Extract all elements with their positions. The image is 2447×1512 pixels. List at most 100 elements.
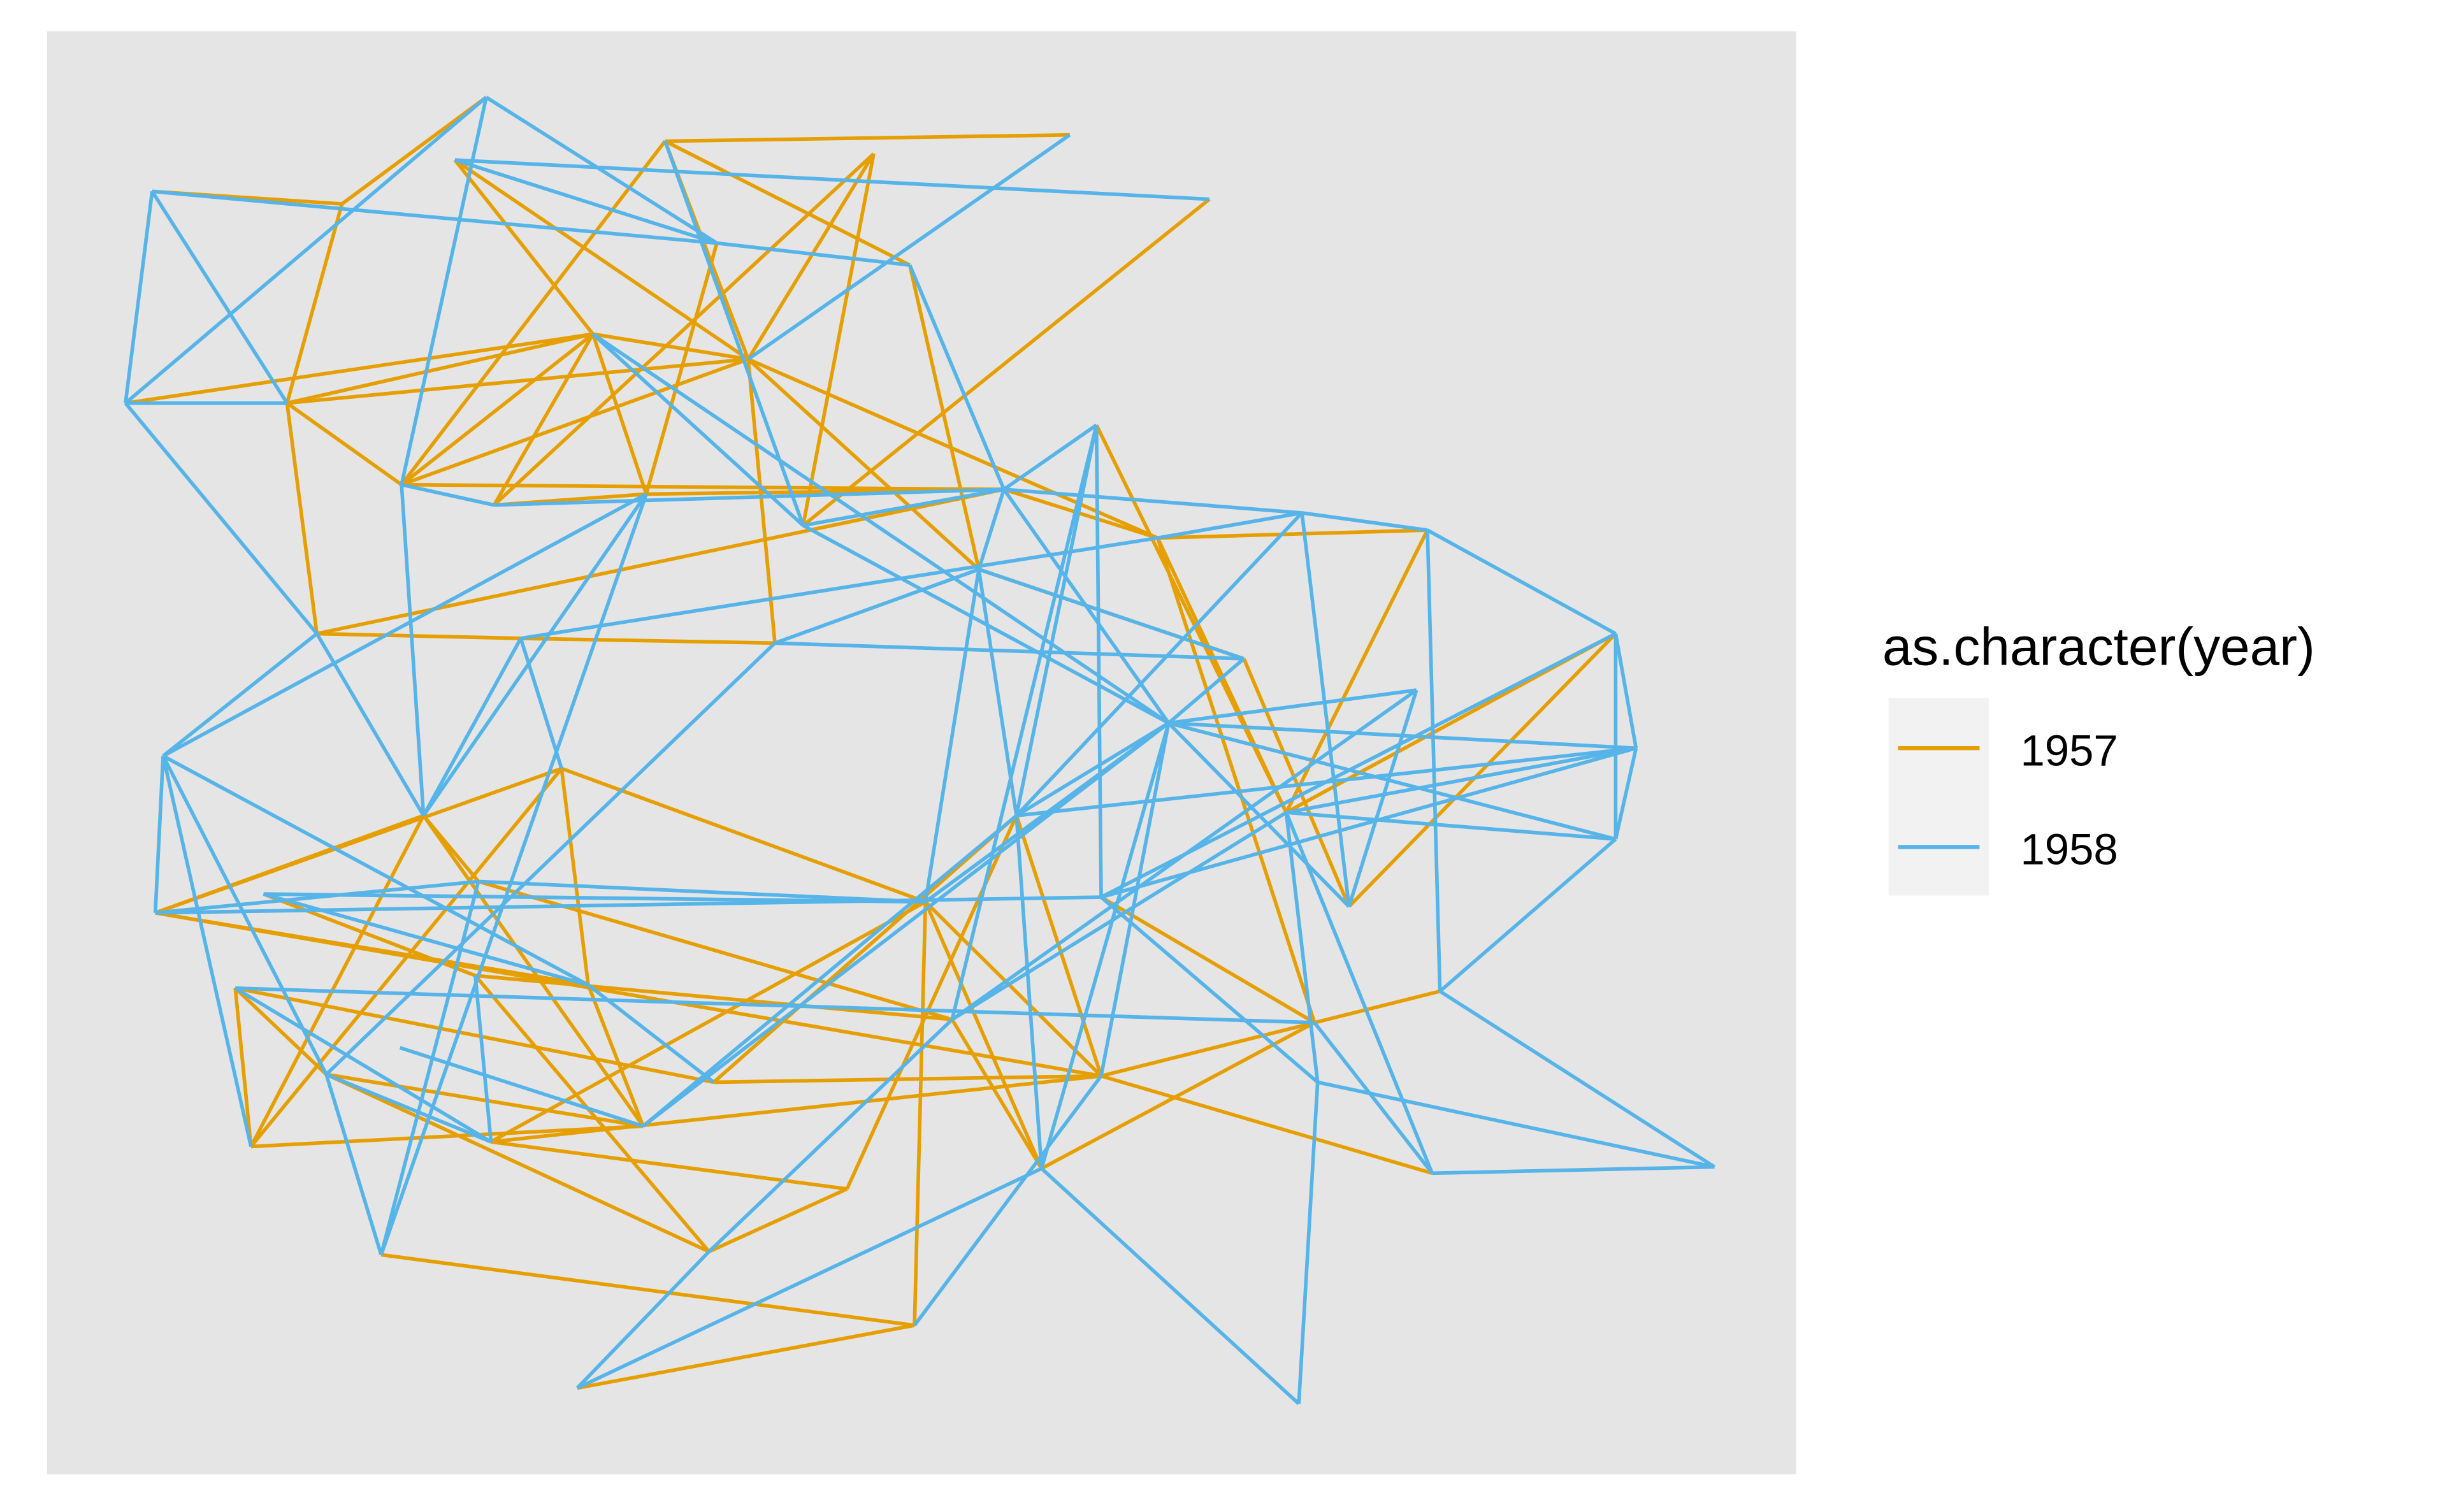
legend: as.character(year) 1957 1958: [1882, 617, 2315, 896]
edge-1957: [380, 1253, 915, 1327]
edge-1958: [591, 333, 805, 527]
edge-1958: [152, 189, 718, 245]
edge-1958: [263, 892, 589, 987]
plot-panel: [47, 31, 1796, 1474]
edge-1957: [1041, 1021, 1316, 1170]
edge-1958: [1014, 424, 1099, 816]
edge-1958: [1039, 723, 1171, 1169]
edge-1958: [1426, 529, 1442, 991]
edge-1957: [1242, 658, 1351, 907]
edge-1958: [1286, 810, 1616, 841]
edge-1957: [473, 974, 711, 1253]
edge-1957: [746, 152, 876, 361]
edge-1958: [454, 158, 1209, 201]
edge-1957: [401, 357, 749, 487]
edge-1957: [453, 159, 595, 336]
edge-1958: [1297, 1082, 1320, 1404]
edge-1958: [1094, 425, 1103, 898]
edge-1958: [1040, 1167, 1301, 1406]
edge-1957: [712, 814, 1018, 1084]
legend-label-1957: 1957: [2020, 726, 2118, 775]
edge-1957: [401, 482, 1004, 491]
edge-1958: [1168, 688, 1417, 725]
edge-1958: [802, 487, 1004, 528]
edge-1958: [950, 424, 1099, 1020]
edge-1958: [124, 191, 154, 404]
edge-1958: [1347, 689, 1418, 907]
edge-1957: [1347, 632, 1617, 908]
edge-1958: [1002, 423, 1098, 491]
edge-1958: [473, 975, 493, 1142]
edge-1957: [287, 357, 749, 405]
edge-1958: [155, 879, 479, 915]
edge-1957: [521, 637, 776, 645]
edge-1957: [591, 333, 648, 495]
edge-1957: [747, 357, 1159, 540]
edge-1958: [642, 814, 1018, 1128]
edge-1958: [485, 96, 718, 245]
edge-1958: [1168, 721, 1617, 841]
edge-1957: [1095, 424, 1288, 814]
edge-1958: [977, 569, 1018, 816]
edge-1958: [802, 524, 1170, 725]
edge-1957: [491, 1074, 1102, 1144]
edge-1958: [422, 493, 648, 817]
edge-1958: [235, 986, 1315, 1025]
edge-1957: [1101, 1021, 1315, 1078]
edge-1958: [161, 755, 253, 1148]
edge-1957: [492, 333, 595, 507]
edge-1958: [263, 892, 926, 904]
edge-1957: [907, 264, 981, 570]
edge-1957: [665, 133, 1070, 143]
edge-1958: [1300, 512, 1351, 907]
edge-1957: [1101, 1074, 1433, 1175]
edge-1957: [317, 631, 521, 640]
edge-1958: [325, 1072, 492, 1144]
legend-title: as.character(year): [1882, 617, 2315, 677]
edge-1957: [325, 1072, 710, 1253]
edge-1957: [1100, 895, 1316, 1025]
edge-1958: [155, 895, 1102, 915]
edge-1958: [1100, 895, 1319, 1084]
edge-1958: [150, 190, 289, 405]
edge-1958: [1426, 528, 1617, 635]
edge-1958: [978, 567, 1245, 661]
edge-1957: [249, 814, 426, 1148]
edge-1957: [644, 242, 719, 495]
edge-1957: [747, 357, 980, 571]
edge-1957: [400, 140, 667, 486]
edge-1958: [162, 492, 647, 758]
edge-1958: [575, 1250, 711, 1390]
edge-1958: [400, 484, 426, 816]
edge-1958: [315, 633, 426, 817]
edge-1958: [1101, 746, 1637, 899]
edge-1957: [559, 768, 590, 986]
edge-1958: [1285, 746, 1636, 814]
edge-1957: [235, 986, 714, 1084]
edge-1958: [908, 264, 1006, 491]
edge-1957: [285, 203, 344, 404]
edge-1958: [951, 810, 1287, 1021]
edge-1958: [1284, 812, 1320, 1083]
edge-1958: [1100, 631, 1617, 899]
edge-1957: [454, 158, 749, 361]
edge-1958: [153, 756, 165, 913]
edge-1957: [326, 1072, 644, 1128]
edge-1957: [586, 984, 645, 1127]
edge-1957: [286, 332, 594, 405]
legend-label-1958: 1958: [2020, 824, 2118, 874]
edge-1958: [162, 754, 589, 987]
edge-1958: [519, 638, 563, 770]
edge-1958: [1014, 815, 1044, 1169]
edge-1958: [325, 642, 776, 1076]
edge-1957: [491, 1140, 848, 1191]
edge-1957: [285, 403, 319, 634]
edge-1958: [422, 637, 523, 817]
edge-1958: [124, 401, 319, 635]
edge-1958: [401, 482, 494, 507]
edge-1958: [923, 569, 981, 902]
edge-1957: [155, 911, 1102, 1078]
edge-1957: [1314, 989, 1441, 1025]
edge-1958: [1157, 511, 1303, 540]
edge-1958: [707, 1018, 954, 1253]
